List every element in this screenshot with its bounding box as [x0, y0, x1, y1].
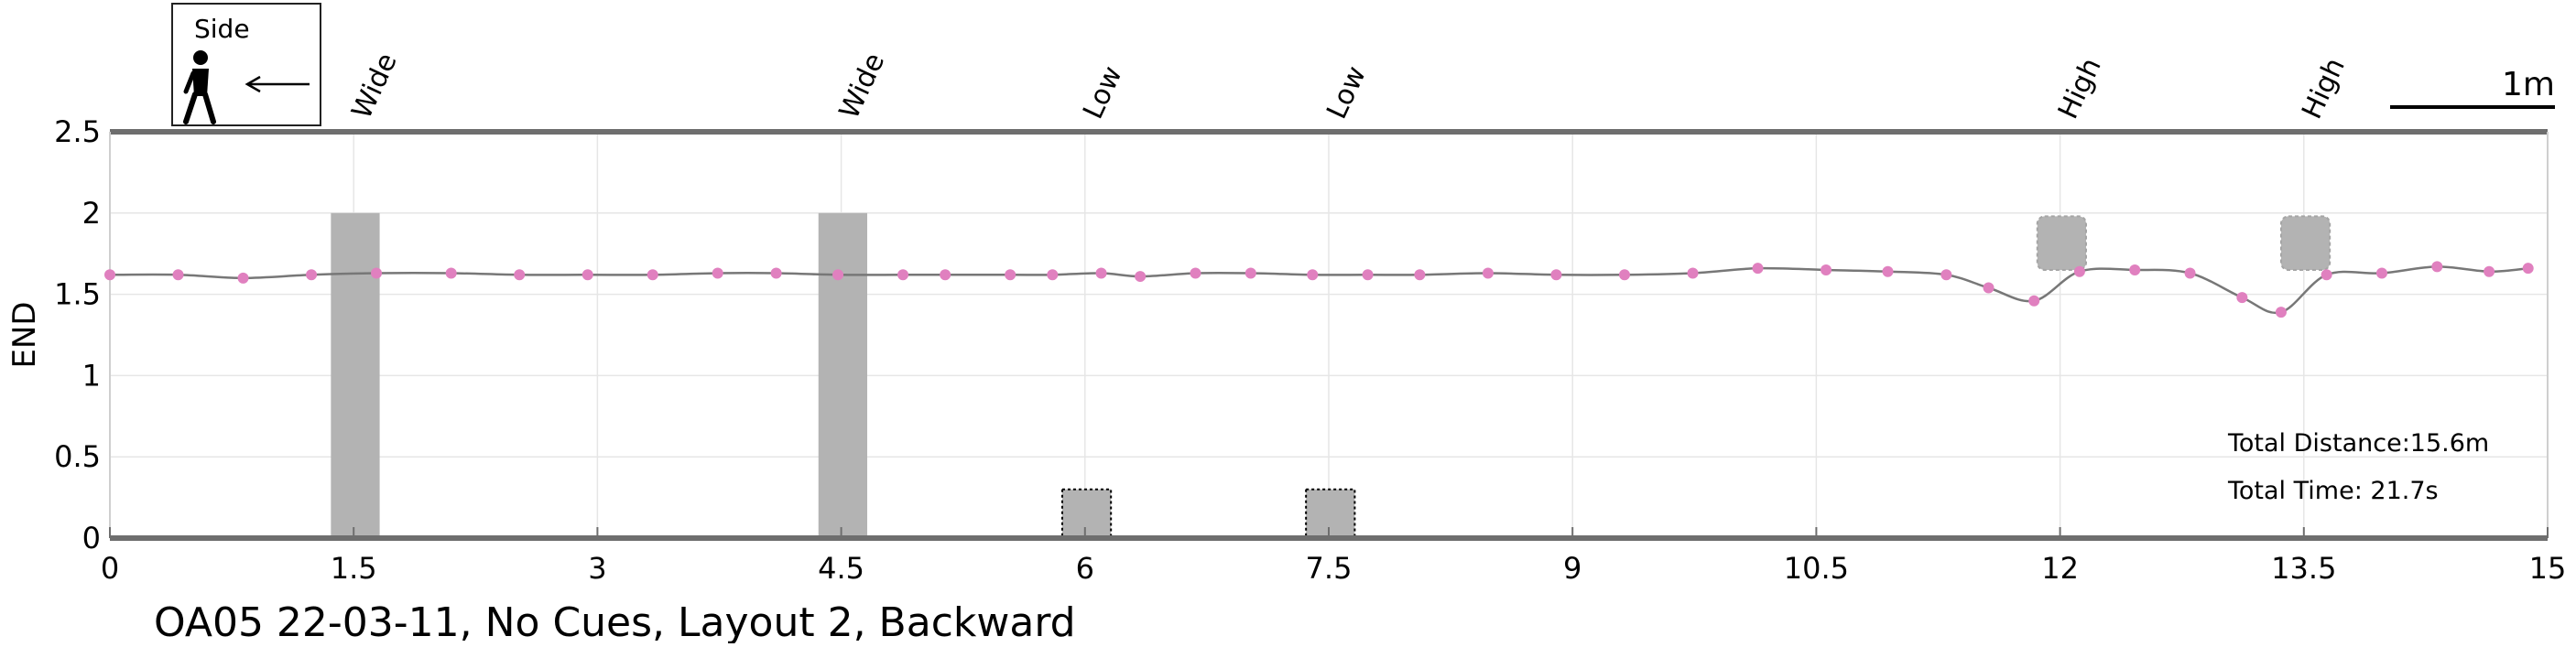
- obstacle-label: High: [2296, 53, 2352, 124]
- data-point: [514, 269, 526, 281]
- data-point: [1047, 269, 1059, 281]
- obstacle-label: Low: [1321, 61, 1373, 124]
- data-point: [2431, 261, 2443, 273]
- data-point: [2522, 263, 2534, 275]
- obstacles: [331, 212, 2331, 539]
- x-tick-label: 12: [2041, 551, 2079, 586]
- data-point: [582, 269, 593, 281]
- obstacle-label: High: [2052, 53, 2108, 124]
- data-point: [2321, 269, 2332, 281]
- series: [104, 261, 2534, 318]
- scale-bar: 1m: [2390, 66, 2555, 109]
- data-point: [1005, 269, 1016, 281]
- figure-caption: OA05 22-03-11, No Cues, Layout 2, Backwa…: [154, 599, 1076, 643]
- obstacle-wall-1: [818, 212, 867, 539]
- data-point: [1307, 269, 1319, 281]
- data-point: [940, 269, 951, 281]
- obstacle-label: Low: [1077, 61, 1129, 124]
- x-tick-label: 3: [588, 551, 606, 586]
- data-point: [2375, 267, 2387, 279]
- scale-bar-label: 1m: [2502, 66, 2555, 103]
- x-tick-label: 4.5: [818, 551, 864, 586]
- x-tick-label: 15: [2529, 551, 2567, 586]
- data-point: [1414, 269, 1426, 281]
- data-point: [1882, 265, 1894, 277]
- data-point: [237, 272, 249, 284]
- grid: [109, 131, 2549, 539]
- data-point: [832, 269, 844, 281]
- legend-box: [171, 3, 321, 126]
- obstacle-label: Wide: [346, 49, 404, 124]
- x-tick-label: 1.5: [331, 551, 377, 586]
- data-point: [1618, 269, 1630, 281]
- data-point: [2129, 264, 2141, 275]
- legend: Side: [171, 3, 321, 126]
- series-line-0: [109, 265, 2528, 315]
- data-point: [1095, 267, 1107, 279]
- obstacle-wall-0: [331, 212, 380, 539]
- obstacle-low-2: [1060, 488, 1113, 539]
- data-point: [104, 269, 115, 281]
- obstacle-labels: Wide Wide Low Low High High: [346, 49, 2352, 124]
- x-tick-label: 7.5: [1306, 551, 1353, 586]
- obstacle-label: Wide: [833, 49, 891, 124]
- total-time: Total Time: 21.7s: [2227, 477, 2439, 505]
- data-point: [770, 267, 782, 279]
- data-point: [1550, 269, 1562, 281]
- data-point: [1482, 267, 1494, 279]
- data-point: [1752, 263, 1764, 275]
- y-tick-label: 1.5: [54, 277, 101, 312]
- obstacle-high-4: [2036, 215, 2087, 271]
- data-point: [897, 269, 909, 281]
- legend-label: Side: [194, 14, 250, 44]
- data-point: [2484, 265, 2495, 277]
- y-tick-label: 1: [82, 358, 101, 393]
- x-tick-label: 9: [1563, 551, 1581, 586]
- data-point: [712, 267, 723, 279]
- walker-icon: [183, 50, 216, 124]
- axes: 0 1.5 3 4.5 6 7.5 9 10.5 12 13.5 15 0 0.5 1 1.5 2 2.5 END: [6, 114, 2566, 586]
- y-axis-label: END: [6, 301, 43, 368]
- data-point: [1190, 267, 1201, 279]
- data-point: [1821, 264, 1832, 275]
- data-point: [2028, 295, 2040, 307]
- obstacle-low-3: [1305, 488, 1356, 539]
- data-point: [1940, 269, 1952, 281]
- direction-arrow-icon: [245, 75, 310, 93]
- data-point: [2073, 265, 2085, 277]
- x-tick-label: 10.5: [1784, 551, 1849, 586]
- data-point: [2275, 307, 2287, 318]
- data-point: [445, 267, 457, 279]
- total-distance: Total Distance:15.6m: [2227, 429, 2489, 458]
- y-tick-label: 0: [82, 521, 101, 555]
- data-point: [1362, 269, 1374, 281]
- x-tick-label: 6: [1076, 551, 1094, 586]
- y-tick-label: 0.5: [54, 439, 101, 474]
- data-point: [1135, 271, 1147, 283]
- data-point: [1687, 267, 1699, 279]
- data-point: [306, 269, 318, 281]
- obstacle-high-5: [2279, 215, 2331, 271]
- data-point: [2236, 292, 2248, 304]
- y-tick-label: 2.5: [54, 114, 101, 149]
- y-tick-label: 2: [82, 196, 101, 231]
- data-point: [1245, 267, 1256, 279]
- data-point: [1983, 282, 1994, 294]
- data-point: [647, 269, 658, 281]
- data-point: [2184, 267, 2196, 279]
- x-tick-label: 0: [101, 551, 119, 586]
- x-tick-label: 13.5: [2271, 551, 2336, 586]
- data-point: [371, 267, 383, 279]
- data-point: [172, 269, 184, 281]
